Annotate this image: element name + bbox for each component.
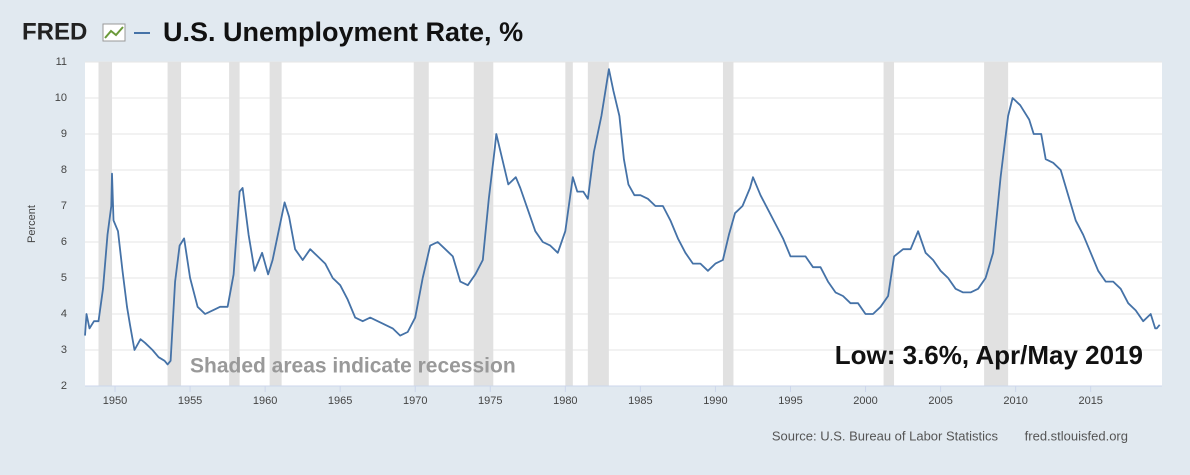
x-tick-label: 1965 [328,395,352,407]
y-tick-label: 3 [61,344,67,356]
logo-icon [102,23,126,42]
recession-band [565,62,573,386]
chart-title: U.S. Unemployment Rate, % [163,17,523,47]
recession-band [98,62,113,386]
x-tick-label: 1970 [403,395,427,407]
x-tick-label: 1990 [703,395,727,407]
recession-band [167,62,182,386]
recession-band [269,62,282,386]
recession-band [587,62,609,386]
x-tick-label: 1995 [778,395,802,407]
recession-band [413,62,429,386]
x-tick-label: 2005 [928,395,952,407]
x-tick-label: 1980 [553,395,577,407]
y-tick-label: 9 [61,128,67,140]
recession-band [722,62,734,386]
line-series [84,68,1161,366]
x-tick-label: 1985 [628,395,652,407]
plot-area [85,62,1162,386]
logo: FRED [22,18,87,45]
y-axis-label: Percent [26,205,38,243]
y-tick-label: 10 [55,92,67,104]
x-tick-label: 1975 [478,395,502,407]
recession-band [473,62,494,386]
y-tick-label: 7 [61,200,67,212]
x-tick-label: 2010 [1003,395,1027,407]
site: fred.stlouisfed.org [1025,428,1128,443]
y-tick-label: 4 [61,308,67,320]
x-tick-label: 2000 [853,395,877,407]
recession-band [229,62,240,386]
x-tick-label: 1960 [253,395,277,407]
y-tick-label: 11 [56,56,67,68]
x-tick-label: 1950 [103,395,127,407]
low-annotation: Low: 3.6%, Apr/May 2019 [835,340,1143,370]
y-tick-label: 5 [61,272,67,284]
recession-band [883,62,895,386]
y-tick-label: 2 [61,380,67,392]
x-tick-label: 1955 [178,395,202,407]
source: Source: U.S. Bureau of Labor Statistics [772,428,999,443]
y-tick-label: 6 [61,236,67,248]
recession-note: Shaded areas indicate recession [190,355,516,378]
y-tick-label: 8 [61,164,67,176]
x-tick-label: 2015 [1078,395,1102,407]
